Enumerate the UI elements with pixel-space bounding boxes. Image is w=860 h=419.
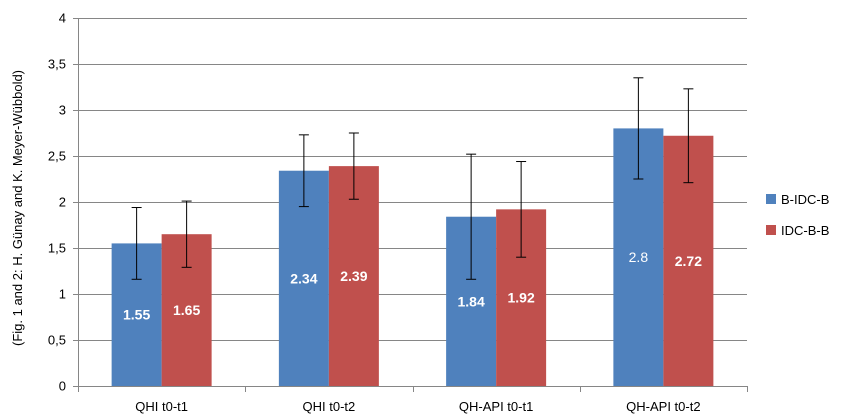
y-tick-label: 1,5 bbox=[48, 241, 66, 256]
y-tick-label: 2,5 bbox=[48, 149, 66, 164]
y-axis-title: (Fig. 1 and 2: H. Günay and K. Meyer-Wüb… bbox=[10, 70, 25, 346]
legend-label: B-IDC-B bbox=[781, 192, 829, 207]
y-tick-label: 4 bbox=[59, 11, 66, 26]
axes: 0 0,5 1 1,5 2 2,5 3 3,5 4 QHI t0-t1 QHI t0-t2 QH-AP… bbox=[48, 11, 748, 414]
x-category-label: QHI t0-t2 bbox=[303, 399, 356, 414]
legend-label: IDC-B-B bbox=[781, 223, 829, 238]
data-label: 1.84 bbox=[458, 293, 485, 309]
data-label: 2.72 bbox=[675, 253, 702, 269]
y-tick-label: 1 bbox=[59, 287, 66, 302]
data-label: 2.8 bbox=[629, 249, 649, 265]
y-tick-label: 3,5 bbox=[48, 57, 66, 72]
data-labels: 1.55 1.65 2.34 2.39 1.84 1.92 2.8 2.72 bbox=[123, 249, 702, 323]
bars bbox=[111, 128, 714, 386]
data-label: 1.65 bbox=[173, 302, 200, 318]
y-tick-label: 2 bbox=[59, 195, 66, 210]
x-category-label: QH-API t0-t2 bbox=[626, 399, 700, 414]
data-label: 2.39 bbox=[340, 268, 367, 284]
y-tick-label: 3 bbox=[59, 103, 66, 118]
legend: B-IDC-B IDC-B-B bbox=[766, 192, 829, 238]
x-category-label: QH-API t0-t1 bbox=[459, 399, 533, 414]
bar-idc-b-b bbox=[328, 166, 379, 386]
legend-swatch bbox=[766, 194, 776, 204]
error-bars bbox=[131, 77, 694, 280]
data-label: 2.34 bbox=[290, 270, 317, 286]
y-tick-label: 0,5 bbox=[48, 333, 66, 348]
legend-swatch bbox=[766, 225, 776, 235]
x-category-label: QHI t0-t1 bbox=[135, 399, 188, 414]
data-label: 1.92 bbox=[508, 290, 535, 306]
y-tick-label: 0 bbox=[59, 379, 66, 394]
data-label: 1.55 bbox=[123, 307, 150, 323]
